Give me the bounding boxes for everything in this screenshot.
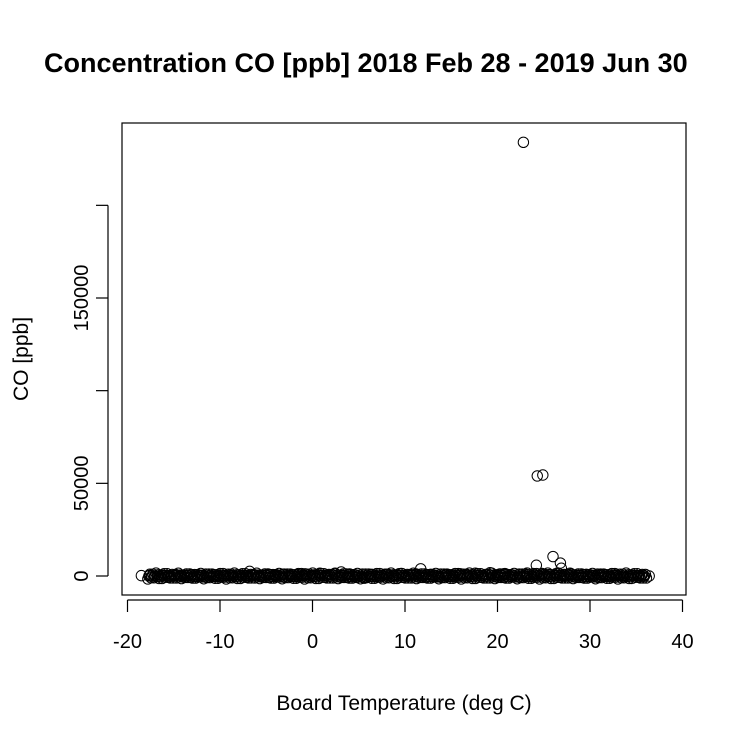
data-point — [637, 569, 650, 582]
data-point — [306, 569, 319, 581]
data-point — [149, 570, 161, 582]
data-point — [521, 567, 533, 579]
data-point — [425, 568, 437, 581]
data-point — [203, 570, 215, 582]
data-point — [403, 569, 415, 581]
data-point — [380, 568, 393, 580]
data-point — [156, 569, 168, 582]
data-point — [284, 569, 296, 582]
data-point — [602, 570, 615, 582]
data-point — [469, 567, 481, 579]
data-point — [536, 567, 548, 580]
data-point — [554, 557, 567, 569]
data-point — [351, 571, 363, 584]
data-point — [135, 569, 148, 582]
data-point — [144, 569, 156, 582]
data-point — [218, 570, 230, 582]
data-point — [610, 569, 622, 581]
data-point — [255, 570, 267, 582]
band-point — [638, 570, 651, 582]
x-tick-label: 40 — [671, 631, 693, 653]
data-point — [410, 568, 422, 580]
data-point — [225, 569, 237, 582]
data-point — [537, 469, 549, 481]
data-point — [499, 567, 511, 580]
data-point — [247, 569, 260, 581]
data-point — [299, 568, 311, 580]
y-axis: 0 50000 150000 — [71, 204, 109, 582]
data-point — [595, 569, 607, 581]
data-point — [175, 570, 187, 582]
data-point — [432, 570, 444, 583]
data-point — [580, 568, 592, 581]
data-point — [617, 570, 629, 582]
data-point — [388, 569, 400, 582]
band-point — [640, 572, 653, 584]
data-point — [506, 569, 518, 581]
data-point — [558, 569, 570, 581]
x-tick-label: 0 — [307, 631, 318, 653]
data-point — [477, 569, 489, 582]
data-point — [232, 569, 245, 581]
x-axis-label: Board Temperature (deg C) — [276, 692, 531, 715]
data-point — [440, 568, 452, 581]
x-axis: -20 -10 0 10 20 30 40 — [113, 599, 694, 653]
data-point — [547, 550, 559, 563]
data-point — [517, 136, 530, 149]
data-point — [543, 568, 555, 581]
x-tick-label: 30 — [579, 631, 601, 653]
data-point — [292, 569, 304, 581]
data-point — [336, 569, 348, 582]
y-tick-label: 0 — [71, 570, 93, 581]
data-point — [181, 569, 194, 582]
data-point — [277, 568, 289, 580]
data-point — [551, 568, 563, 580]
y-tick-label: 150000 — [71, 265, 93, 332]
data-point — [454, 568, 467, 580]
data-point — [321, 569, 333, 581]
data-point — [447, 569, 459, 582]
x-tick-label: 20 — [486, 631, 508, 653]
data-point — [531, 470, 543, 482]
data-point — [373, 571, 385, 583]
data-point — [573, 569, 585, 582]
data-point — [528, 569, 541, 581]
data-point — [491, 569, 504, 581]
data-point — [632, 570, 644, 582]
data-point — [588, 569, 600, 582]
chart-title: Concentration CO [ppb] 2018 Feb 28 - 201… — [44, 48, 688, 78]
data-point — [269, 569, 282, 582]
data-point — [395, 567, 407, 580]
data-point — [262, 568, 274, 581]
data-point — [366, 568, 378, 581]
data-point — [514, 568, 526, 580]
y-tick-label: 50000 — [71, 456, 93, 512]
data-point — [195, 569, 208, 582]
data-point — [240, 570, 252, 582]
data-points — [135, 136, 655, 585]
data-point — [643, 570, 655, 582]
x-tick-label: -20 — [113, 631, 142, 653]
data-point — [243, 565, 256, 578]
data-point — [343, 568, 356, 580]
data-point — [314, 567, 326, 579]
data-point — [417, 570, 430, 582]
data-point — [484, 566, 496, 579]
data-point — [565, 568, 578, 580]
plot-frame — [121, 122, 687, 596]
data-point — [358, 572, 370, 584]
data-point — [625, 569, 637, 581]
y-axis-label: CO [ppb] — [10, 317, 33, 401]
data-point — [210, 569, 223, 581]
x-tick-label: -10 — [206, 631, 235, 653]
data-point — [329, 567, 341, 580]
x-tick-label: 10 — [394, 631, 416, 653]
data-point — [188, 570, 200, 582]
data-point — [462, 569, 474, 581]
data-point — [162, 570, 174, 582]
data-point — [168, 569, 181, 582]
